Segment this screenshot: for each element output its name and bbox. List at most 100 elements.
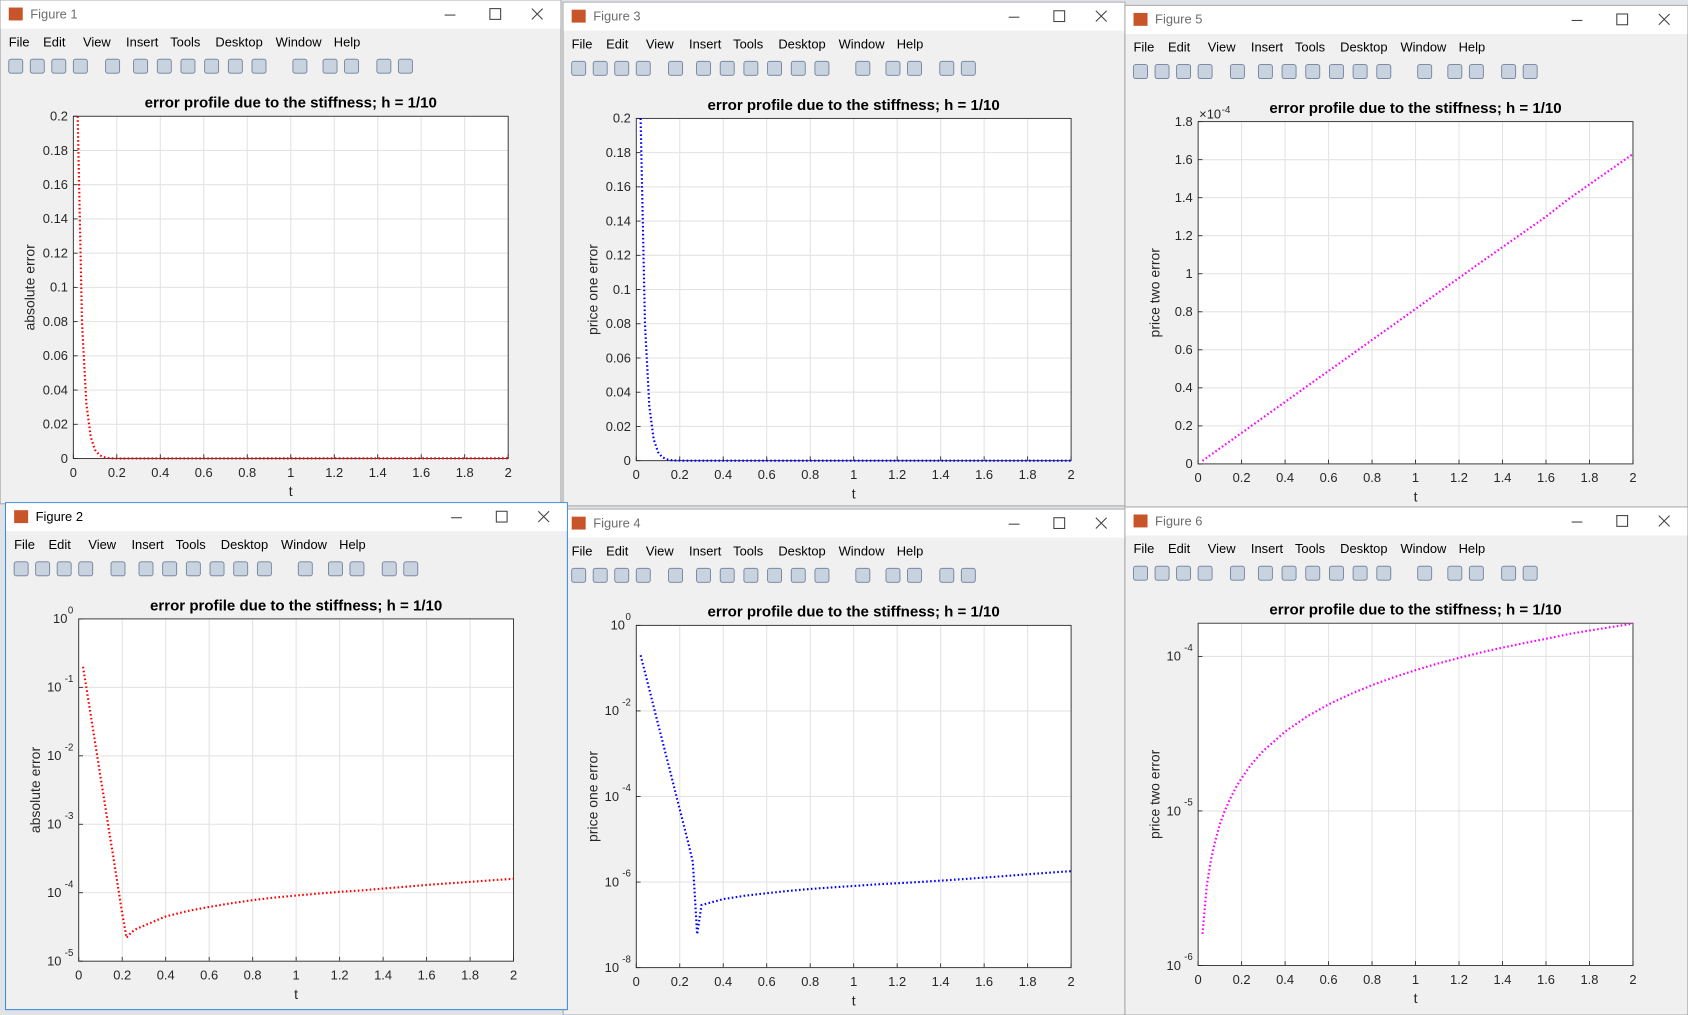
toolbar-button[interactable]	[381, 561, 397, 577]
toolbar-button[interactable]	[327, 561, 343, 577]
toolbar-button[interactable]	[56, 561, 72, 577]
menu-item[interactable]: Window	[276, 34, 323, 49]
menu-item[interactable]: Tools	[170, 34, 200, 49]
toolbar-button[interactable]	[72, 58, 88, 74]
toolbar-button[interactable]	[397, 58, 413, 74]
toolbar-button[interactable]	[209, 561, 225, 577]
toolbar-button[interactable]	[1352, 565, 1368, 581]
close-button[interactable]	[1095, 10, 1108, 22]
toolbar-button[interactable]	[696, 567, 711, 583]
close-button[interactable]	[531, 8, 544, 20]
menu-item[interactable]: Desktop	[215, 34, 262, 49]
close-button[interactable]	[1658, 515, 1670, 527]
toolbar-button[interactable]	[939, 567, 955, 583]
toolbar-button[interactable]	[105, 58, 121, 74]
menu-item[interactable]: Insert	[126, 34, 159, 49]
toolbar-button[interactable]	[885, 60, 901, 76]
toolbar-button[interactable]	[1176, 565, 1192, 581]
maximize-button[interactable]	[495, 510, 508, 523]
toolbar-button[interactable]	[133, 58, 149, 74]
toolbar-button[interactable]	[1501, 64, 1517, 80]
menu-item[interactable]: Desktop	[221, 537, 268, 552]
toolbar-button[interactable]	[204, 58, 220, 74]
toolbar-button[interactable]	[185, 561, 201, 577]
toolbar-button[interactable]	[1447, 64, 1463, 80]
menu-item[interactable]: Desktop	[1340, 40, 1387, 55]
maximize-button[interactable]	[1053, 517, 1066, 530]
menu-item[interactable]: Window	[1400, 541, 1447, 556]
menu-item[interactable]: Desktop	[778, 543, 825, 558]
toolbar-button[interactable]	[1176, 64, 1192, 80]
toolbar-button[interactable]	[855, 567, 871, 583]
toolbar-button[interactable]	[592, 567, 608, 583]
toolbar-button[interactable]	[743, 567, 759, 583]
toolbar-button[interactable]	[297, 561, 313, 577]
toolbar-button[interactable]	[907, 60, 922, 76]
toolbar-button[interactable]	[180, 58, 196, 74]
toolbar-button[interactable]	[1154, 565, 1170, 581]
toolbar-button[interactable]	[1305, 64, 1321, 80]
toolbar-button[interactable]	[1229, 64, 1245, 80]
maximize-button[interactable]	[1616, 515, 1629, 527]
toolbar-button[interactable]	[1197, 64, 1213, 80]
toolbar-button[interactable]	[1329, 565, 1344, 581]
toolbar-button[interactable]	[743, 60, 759, 76]
menu-item[interactable]: Help	[897, 543, 924, 558]
toolbar-button[interactable]	[814, 567, 830, 583]
toolbar-button[interactable]	[767, 60, 783, 76]
toolbar-button[interactable]	[814, 60, 830, 76]
menu-item[interactable]: Edit	[606, 543, 629, 558]
toolbar-button[interactable]	[1376, 64, 1392, 80]
toolbar-button[interactable]	[256, 561, 272, 577]
toolbar-button[interactable]	[885, 567, 901, 583]
toolbar-button[interactable]	[571, 60, 587, 76]
menu-item[interactable]: File	[14, 537, 35, 552]
menu-item[interactable]: Insert	[689, 543, 722, 558]
toolbar-button[interactable]	[1329, 64, 1344, 80]
toolbar-button[interactable]	[1133, 64, 1148, 80]
toolbar-button[interactable]	[719, 60, 735, 76]
menu-item[interactable]: Help	[897, 36, 924, 51]
toolbar-button[interactable]	[110, 561, 126, 577]
toolbar-button[interactable]	[156, 58, 172, 74]
menu-item[interactable]: Insert	[1251, 40, 1284, 55]
toolbar-button[interactable]	[13, 561, 29, 577]
menu-item[interactable]: Desktop	[778, 36, 825, 51]
menu-item[interactable]: View	[646, 36, 674, 51]
menu-item[interactable]: View	[1208, 40, 1236, 55]
toolbar-button[interactable]	[960, 60, 976, 76]
toolbar-button[interactable]	[1197, 565, 1213, 581]
menu-item[interactable]: Tools	[1295, 541, 1325, 556]
toolbar-button[interactable]	[1305, 565, 1321, 581]
toolbar-button[interactable]	[1133, 565, 1148, 581]
toolbar-button[interactable]	[855, 60, 871, 76]
toolbar-button[interactable]	[51, 58, 67, 74]
toolbar-button[interactable]	[403, 561, 419, 577]
toolbar-button[interactable]	[1522, 565, 1538, 581]
toolbar-button[interactable]	[344, 58, 359, 74]
toolbar-button[interactable]	[29, 58, 45, 74]
toolbar-button[interactable]	[1281, 565, 1297, 581]
menu-item[interactable]: Tools	[733, 36, 763, 51]
maximize-button[interactable]	[489, 8, 502, 20]
toolbar-button[interactable]	[790, 567, 806, 583]
menu-item[interactable]: Tools	[176, 537, 206, 552]
menu-item[interactable]: File	[572, 543, 593, 558]
toolbar-button[interactable]	[960, 567, 976, 583]
menu-item[interactable]: View	[1208, 541, 1236, 556]
toolbar-button[interactable]	[1468, 565, 1484, 581]
toolbar-button[interactable]	[8, 58, 24, 74]
toolbar-button[interactable]	[376, 58, 392, 74]
toolbar-button[interactable]	[790, 60, 806, 76]
toolbar-button[interactable]	[614, 567, 630, 583]
toolbar-button[interactable]	[35, 561, 51, 577]
menu-item[interactable]: Help	[1459, 40, 1486, 55]
toolbar-button[interactable]	[1154, 64, 1170, 80]
toolbar-button[interactable]	[719, 567, 735, 583]
menu-item[interactable]: Help	[1459, 541, 1486, 556]
menu-item[interactable]: File	[1134, 541, 1155, 556]
menu-item[interactable]: Help	[334, 34, 361, 49]
menu-item[interactable]: Insert	[689, 36, 722, 51]
toolbar-button[interactable]	[907, 567, 922, 583]
toolbar-button[interactable]	[349, 561, 365, 577]
